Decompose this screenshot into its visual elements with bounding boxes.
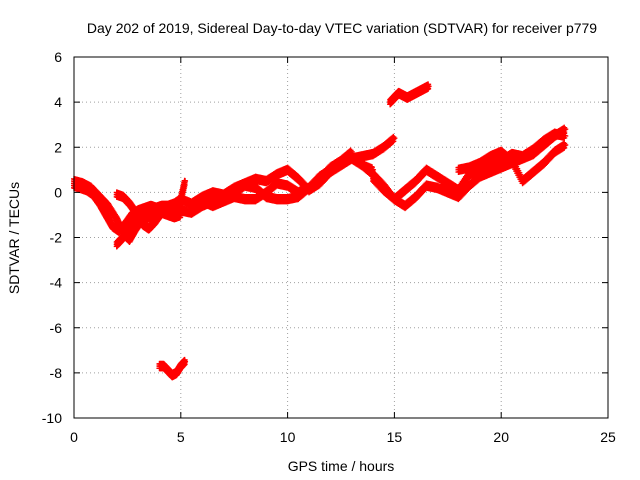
data-point bbox=[425, 83, 432, 90]
data-point bbox=[562, 141, 569, 148]
data-point bbox=[389, 139, 396, 146]
data-point bbox=[390, 138, 397, 145]
series-track-j bbox=[455, 140, 569, 187]
series-track-g bbox=[199, 147, 355, 212]
series-track-d bbox=[113, 189, 184, 234]
data-point bbox=[391, 135, 398, 142]
grid bbox=[74, 57, 608, 418]
data-point bbox=[561, 144, 568, 151]
data-layer bbox=[71, 81, 569, 381]
data-point bbox=[562, 126, 569, 133]
chart-title: Day 202 of 2019, Sidereal Day-to-day VTE… bbox=[87, 20, 597, 36]
data-point bbox=[182, 178, 189, 185]
series-track-l bbox=[156, 356, 189, 381]
data-point bbox=[562, 132, 569, 139]
series-track-k bbox=[387, 81, 432, 108]
